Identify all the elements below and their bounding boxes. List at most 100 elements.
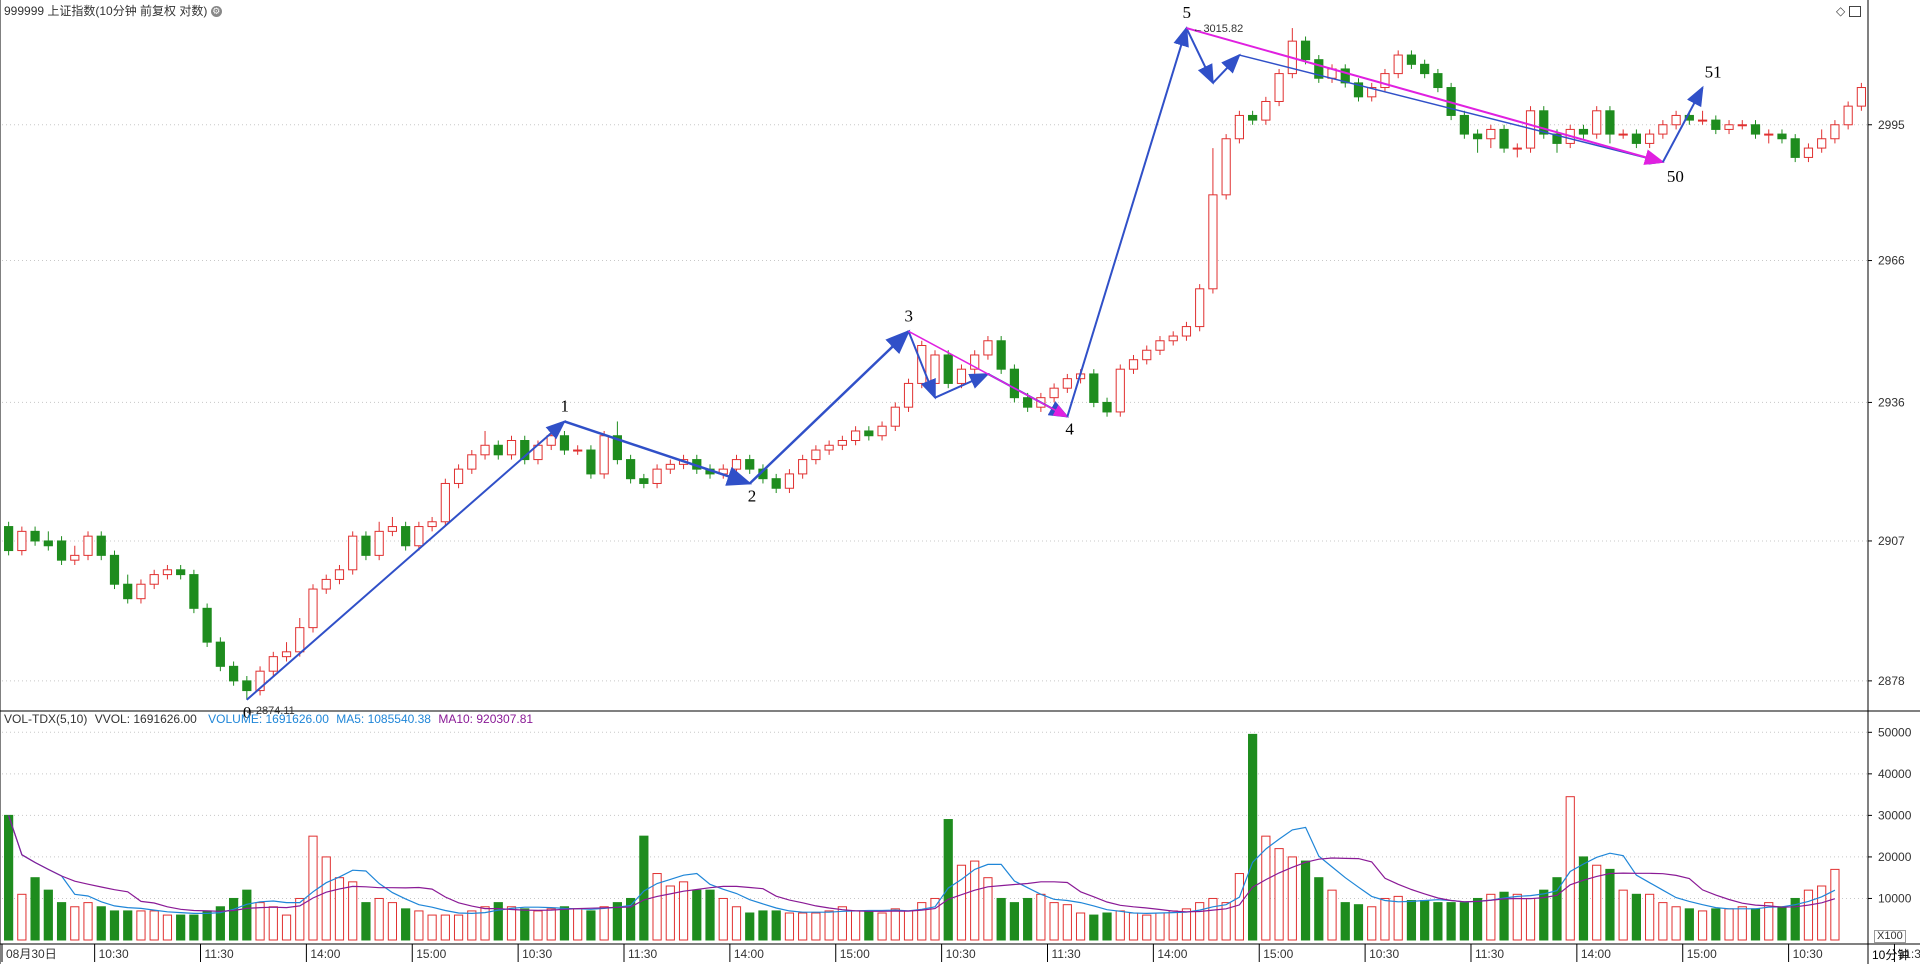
candle-body[interactable]: [1128, 359, 1139, 370]
candle-body[interactable]: [1711, 119, 1721, 130]
candle-body[interactable]: [930, 354, 940, 384]
volume-bar[interactable]: [136, 910, 146, 941]
candle-body[interactable]: [228, 665, 239, 682]
volume-bar[interactable]: [731, 906, 742, 941]
volume-bar[interactable]: [1578, 856, 1589, 941]
candle-body[interactable]: [1155, 340, 1165, 351]
candle-body[interactable]: [1817, 138, 1827, 149]
volume-bar[interactable]: [1697, 910, 1708, 941]
volume-bar[interactable]: [1195, 902, 1205, 941]
candle-body[interactable]: [1314, 59, 1324, 79]
candle-body[interactable]: [17, 530, 27, 552]
volume-bar[interactable]: [1830, 868, 1840, 941]
volume-bar[interactable]: [811, 912, 821, 941]
volume-bar[interactable]: [665, 885, 675, 941]
volume-bar[interactable]: [96, 906, 106, 941]
volume-bar[interactable]: [162, 914, 173, 941]
candle-body[interactable]: [1353, 82, 1364, 98]
candle-body[interactable]: [1142, 349, 1152, 361]
volume-bar[interactable]: [295, 897, 305, 941]
volume-bar[interactable]: [930, 897, 940, 941]
volume-bar[interactable]: [374, 897, 384, 941]
candle-body[interactable]: [308, 588, 318, 629]
candle-body[interactable]: [1406, 54, 1417, 65]
candle-body[interactable]: [1790, 138, 1800, 158]
volume-bar[interactable]: [1023, 897, 1033, 941]
volume-bar[interactable]: [1406, 900, 1417, 941]
candle-body[interactable]: [295, 627, 305, 653]
candle-body[interactable]: [467, 454, 477, 470]
candle-body[interactable]: [811, 449, 821, 461]
volume-bar[interactable]: [850, 910, 861, 941]
volume-bar[interactable]: [268, 906, 278, 941]
volume-bar[interactable]: [255, 902, 265, 941]
volume-bar[interactable]: [1750, 908, 1761, 941]
volume-bar[interactable]: [1234, 873, 1244, 941]
candle-body[interactable]: [1049, 387, 1059, 399]
volume-bar[interactable]: [1248, 733, 1258, 941]
candle-body[interactable]: [1750, 124, 1761, 135]
volume-bar[interactable]: [1486, 893, 1496, 941]
candle-body[interactable]: [1274, 73, 1284, 102]
volume-bar[interactable]: [281, 914, 292, 941]
volume-bar[interactable]: [1539, 889, 1549, 941]
volume-bar[interactable]: [1208, 897, 1218, 941]
candle-body[interactable]: [1221, 138, 1231, 196]
volume-bar[interactable]: [1128, 912, 1139, 941]
candle-body[interactable]: [493, 444, 503, 456]
candle-body[interactable]: [1195, 288, 1205, 328]
candle-body[interactable]: [837, 440, 847, 446]
volume-bar[interactable]: [427, 914, 437, 941]
volume-bar[interactable]: [123, 910, 133, 941]
candle-body[interactable]: [1724, 124, 1734, 130]
candle-body[interactable]: [1645, 133, 1655, 144]
volume-bar[interactable]: [1353, 904, 1364, 941]
volume-bar[interactable]: [1168, 910, 1178, 941]
volume-bar[interactable]: [321, 856, 331, 941]
volume-bar[interactable]: [586, 910, 596, 941]
volume-bar[interactable]: [215, 906, 225, 941]
candle-body[interactable]: [1737, 124, 1747, 127]
candle-body[interactable]: [1393, 54, 1403, 75]
candle-body[interactable]: [1658, 124, 1668, 135]
candle-body[interactable]: [1486, 128, 1496, 140]
volume-bar[interactable]: [202, 910, 212, 941]
volume-bar[interactable]: [678, 881, 689, 941]
volume-bar[interactable]: [1062, 904, 1072, 941]
volume-bar[interactable]: [30, 877, 40, 941]
volume-bar[interactable]: [837, 906, 847, 941]
candle-body[interactable]: [1208, 194, 1218, 290]
volume-bar[interactable]: [1420, 900, 1430, 941]
candle-body[interactable]: [1248, 114, 1258, 121]
volume-bar[interactable]: [1009, 902, 1020, 941]
candle-body[interactable]: [268, 656, 278, 672]
volume-bar[interactable]: [1790, 897, 1800, 941]
candle-body[interactable]: [665, 463, 675, 470]
volume-bar[interactable]: [1565, 796, 1575, 941]
volume-bar[interactable]: [983, 877, 993, 941]
volume-bar[interactable]: [890, 908, 900, 941]
volume-bar[interactable]: [1724, 908, 1734, 941]
candle-body[interactable]: [43, 540, 53, 547]
candle-body[interactable]: [1512, 147, 1522, 150]
volume-bar[interactable]: [334, 877, 345, 941]
volume-bar[interactable]: [308, 835, 318, 941]
candle-body[interactable]: [1539, 110, 1549, 135]
volume-bar[interactable]: [1525, 897, 1536, 941]
candle-body[interactable]: [890, 406, 900, 427]
volume-bar[interactable]: [387, 902, 398, 941]
volume-bar[interactable]: [467, 910, 477, 941]
volume-bar[interactable]: [1512, 893, 1522, 941]
volume-bar[interactable]: [652, 873, 662, 941]
candle-body[interactable]: [1367, 87, 1377, 98]
candle-body[interactable]: [1764, 133, 1774, 136]
candle-body[interactable]: [877, 425, 887, 437]
candle-body[interactable]: [506, 440, 517, 456]
candle-body[interactable]: [427, 521, 437, 528]
candle-body[interactable]: [334, 569, 345, 580]
volume-bar[interactable]: [639, 835, 649, 941]
volume-bar[interactable]: [1181, 908, 1192, 941]
candle-body[interactable]: [1420, 63, 1430, 75]
volume-bar[interactable]: [1367, 906, 1377, 941]
candle-body[interactable]: [1168, 335, 1178, 342]
